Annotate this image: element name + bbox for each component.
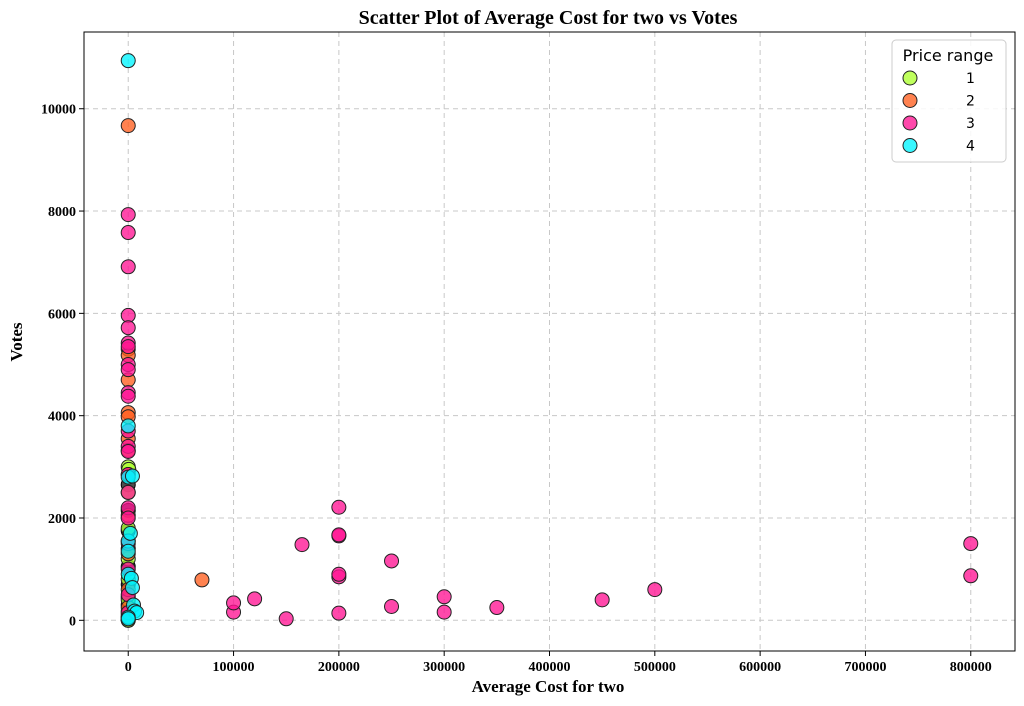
legend-marker-1: [902, 70, 918, 86]
chart-title: Scatter Plot of Average Cost for two vs …: [359, 7, 738, 29]
y-tick-label: 10000: [41, 103, 76, 118]
data-point-price-range-3: [384, 553, 400, 569]
legend-label-1: 1: [966, 71, 975, 87]
legend-box: [891, 39, 1007, 163]
x-tick-label: 200000: [318, 660, 360, 675]
x-tick-label: 300000: [423, 660, 465, 675]
legend-marker-2: [902, 93, 918, 108]
legend-title: Price range: [903, 46, 994, 65]
data-point-price-range-2: [120, 118, 136, 134]
data-point-price-range-3: [120, 259, 136, 275]
data-point-price-range-3: [120, 225, 136, 241]
data-point-price-range-3: [963, 536, 979, 552]
data-point-price-range-3: [436, 604, 452, 620]
legend-label-4: 4: [966, 139, 975, 155]
grid-lines: [84, 32, 1015, 651]
data-point-price-range-4: [124, 580, 140, 596]
data-point-price-range-3: [294, 537, 310, 553]
x-tick-label: 400000: [529, 660, 571, 675]
data-point-price-range-3: [331, 605, 347, 621]
data-point-price-range-3: [120, 510, 136, 526]
data-point-price-range-2: [194, 572, 210, 588]
legend-label-3: 3: [966, 116, 975, 132]
data-point-price-range-3: [120, 388, 136, 404]
data-point-price-range-3: [278, 611, 294, 627]
data-point-price-range-3: [120, 207, 136, 223]
data-point-price-range-4: [120, 418, 136, 434]
legend-label-2: 2: [966, 94, 975, 110]
data-point-price-range-3: [226, 595, 242, 611]
data-point-price-range-3: [331, 527, 347, 543]
x-tick-label: 600000: [739, 660, 781, 675]
data-point-price-range-4: [120, 611, 136, 627]
data-point-price-range-3: [120, 339, 136, 355]
y-tick-label: 2000: [48, 512, 76, 527]
data-point-price-range-3: [120, 443, 136, 459]
data-point-price-range-3: [247, 591, 263, 607]
data-point-price-range-3: [120, 362, 136, 378]
legend-marker-3: [902, 115, 918, 131]
y-tick-label: 8000: [48, 205, 76, 220]
y-axis-label: Votes: [7, 322, 26, 361]
legend: Price range 1 2 3 4: [891, 39, 1007, 163]
data-point-price-range-4: [124, 468, 140, 484]
data-point-price-range-3: [384, 598, 400, 614]
data-point-price-range-3: [120, 320, 136, 336]
legend-entries: 1 2 3 4: [902, 70, 975, 155]
x-tick-label: 700000: [844, 660, 886, 675]
x-tick-label: 0: [125, 660, 132, 675]
data-points: [120, 53, 979, 628]
data-point-price-range-4: [120, 543, 136, 559]
data-point-price-range-3: [120, 484, 136, 500]
x-tick-label: 800000: [950, 660, 992, 675]
data-point-price-range-3: [489, 600, 505, 616]
data-point-price-range-4: [120, 53, 136, 69]
data-point-price-range-3: [331, 566, 347, 582]
data-point-price-range-3: [436, 589, 452, 605]
legend-marker-4: [902, 138, 918, 153]
x-tick-label: 100000: [213, 660, 255, 675]
data-point-price-range-3: [331, 499, 347, 515]
y-tick-label: 4000: [48, 410, 76, 425]
y-tick-label: 0: [69, 614, 76, 629]
y-tick-label: 6000: [48, 307, 76, 322]
data-point-price-range-3: [963, 568, 979, 584]
x-axis-label: Average Cost for two: [472, 677, 625, 696]
data-point-price-range-4: [122, 525, 138, 541]
x-axis-ticks: 0 100000 200000 300000 400000 500000 600000 700…: [125, 651, 992, 675]
data-point-price-range-3: [594, 592, 610, 608]
y-axis-ticks: 0 2000 4000 6000 8000 10000: [41, 103, 84, 629]
x-tick-label: 500000: [634, 660, 676, 675]
data-point-price-range-3: [647, 582, 663, 598]
